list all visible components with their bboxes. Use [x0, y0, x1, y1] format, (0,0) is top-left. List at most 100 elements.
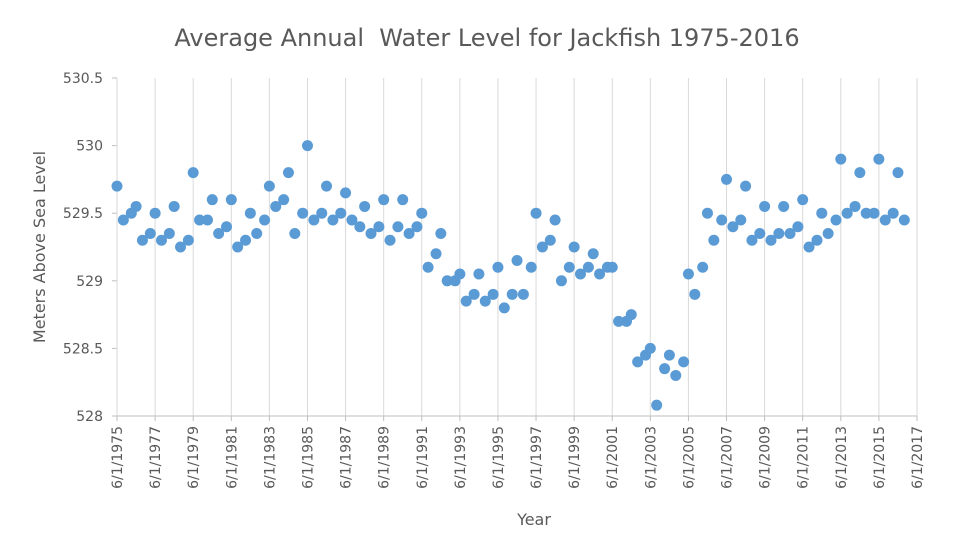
y-tick-label: 528.5 [63, 341, 103, 357]
y-axis-label: Meters Above Sea Level [30, 151, 49, 343]
x-tick-label: 6/1/1999 [567, 426, 583, 489]
point [574, 268, 586, 280]
point [270, 200, 282, 212]
point [354, 221, 366, 233]
point [487, 288, 499, 300]
point [213, 227, 225, 239]
point [422, 261, 434, 273]
point [849, 200, 861, 212]
point [373, 221, 385, 233]
point [411, 221, 423, 233]
point [778, 200, 790, 212]
point [468, 288, 480, 300]
point [479, 295, 491, 307]
point [182, 234, 194, 246]
point [582, 261, 594, 273]
point [251, 227, 263, 239]
point [416, 207, 428, 219]
point [308, 214, 320, 226]
point [194, 214, 206, 226]
point [830, 214, 842, 226]
point [168, 200, 180, 212]
point [240, 234, 252, 246]
point [898, 214, 910, 226]
x-tick-label: 6/1/2005 [681, 426, 697, 489]
point [441, 275, 453, 287]
point [536, 241, 548, 253]
point [175, 241, 187, 253]
point [563, 261, 575, 273]
y-tick-label: 530 [76, 139, 103, 155]
point [392, 221, 404, 233]
point [517, 288, 529, 300]
y-tick-label: 530.5 [63, 71, 103, 87]
point [289, 227, 301, 239]
point [678, 356, 690, 368]
x-tick-label: 6/1/1995 [491, 426, 507, 489]
point [797, 194, 809, 206]
chart-title: Average Annual Water Level for Jackfish … [174, 24, 799, 52]
point [651, 399, 663, 411]
point [225, 194, 237, 206]
point [835, 153, 847, 165]
x-tick-label: 6/1/1975 [110, 426, 126, 489]
point [263, 180, 275, 192]
point [697, 261, 709, 273]
point [625, 309, 637, 321]
point [278, 194, 290, 206]
point [822, 227, 834, 239]
point [384, 234, 396, 246]
x-axis-label: Year [516, 510, 551, 529]
point [130, 200, 142, 212]
point [727, 221, 739, 233]
x-tick-label: 6/1/2007 [720, 426, 736, 489]
x-tick-label: 6/1/2017 [910, 426, 926, 489]
point [568, 241, 580, 253]
point [663, 349, 675, 361]
point [403, 227, 415, 239]
y-tick-label: 529.5 [63, 206, 103, 222]
point [378, 194, 390, 206]
point [346, 214, 358, 226]
point [555, 275, 567, 287]
point [506, 288, 518, 300]
point [689, 288, 701, 300]
point [735, 214, 747, 226]
point [716, 214, 728, 226]
point [544, 234, 556, 246]
point [549, 214, 561, 226]
x-tick-label: 6/1/2015 [872, 426, 888, 489]
point [259, 214, 271, 226]
point [746, 234, 758, 246]
point [155, 234, 167, 246]
point [492, 261, 504, 273]
point [498, 302, 510, 314]
point [111, 180, 123, 192]
point [887, 207, 899, 219]
x-tick-label: 6/1/1987 [339, 426, 355, 489]
point [435, 227, 447, 239]
point [816, 207, 828, 219]
x-tick-label: 6/1/1991 [415, 426, 431, 489]
point [868, 207, 880, 219]
point [613, 315, 625, 327]
point [201, 214, 213, 226]
x-tick-label: 6/1/1989 [377, 426, 393, 489]
x-tick-label: 6/1/1985 [300, 426, 316, 489]
point [879, 214, 891, 226]
point [594, 268, 606, 280]
point [397, 194, 409, 206]
point [206, 194, 218, 206]
point [530, 207, 542, 219]
point [765, 234, 777, 246]
point [340, 187, 352, 199]
x-tick-label: 6/1/1979 [186, 426, 202, 489]
point [587, 248, 599, 260]
point [670, 369, 682, 381]
point [282, 167, 294, 179]
point [321, 180, 333, 192]
point [606, 261, 618, 273]
x-tick-label: 6/1/2011 [796, 426, 812, 489]
